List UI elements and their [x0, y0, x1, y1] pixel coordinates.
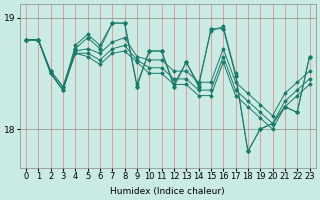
X-axis label: Humidex (Indice chaleur): Humidex (Indice chaleur)	[110, 187, 225, 196]
